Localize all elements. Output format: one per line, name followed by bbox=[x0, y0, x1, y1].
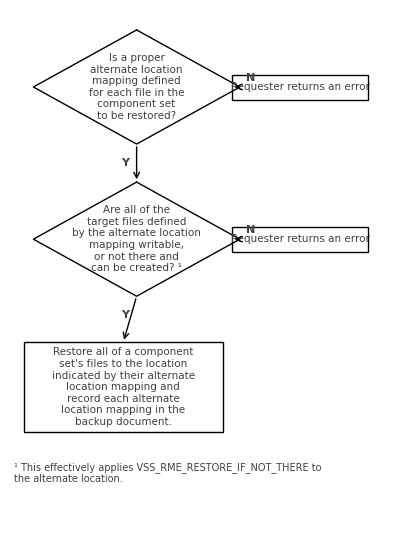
Text: Requester returns an error: Requester returns an error bbox=[231, 82, 370, 92]
FancyBboxPatch shape bbox=[232, 75, 368, 99]
Text: Are all of the
target files defined
by the alternate location
mapping writable,
: Are all of the target files defined by t… bbox=[72, 205, 201, 273]
FancyBboxPatch shape bbox=[232, 227, 368, 251]
Text: ¹ This effectively applies VSS_RME_RESTORE_IF_NOT_THERE to
the alternate locatio: ¹ This effectively applies VSS_RME_RESTO… bbox=[14, 462, 322, 485]
Text: Restore all of a component
set's files to the location
indicated by their altern: Restore all of a component set's files t… bbox=[52, 348, 195, 427]
Text: Is a proper
alternate location
mapping defined
for each file in the
component se: Is a proper alternate location mapping d… bbox=[89, 53, 184, 121]
Text: Y: Y bbox=[121, 310, 129, 320]
FancyBboxPatch shape bbox=[24, 343, 223, 432]
Text: N: N bbox=[246, 225, 255, 235]
Text: Y: Y bbox=[121, 158, 129, 167]
Text: N: N bbox=[246, 72, 255, 83]
Text: Requester returns an error: Requester returns an error bbox=[231, 234, 370, 244]
